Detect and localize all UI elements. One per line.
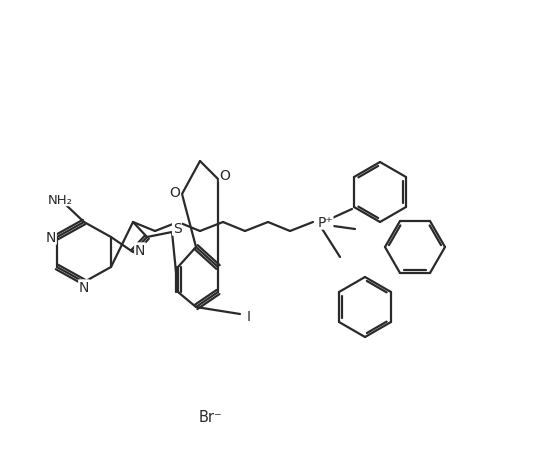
Text: P⁺: P⁺	[317, 216, 333, 230]
Text: NH₂: NH₂	[48, 193, 73, 206]
Text: O: O	[219, 169, 230, 182]
Text: O: O	[170, 186, 180, 200]
Text: N: N	[46, 231, 56, 244]
Text: N: N	[135, 244, 145, 257]
Text: Br⁻: Br⁻	[198, 410, 222, 425]
Text: S: S	[173, 221, 181, 236]
Text: N: N	[79, 281, 89, 294]
Text: I: I	[247, 309, 251, 323]
